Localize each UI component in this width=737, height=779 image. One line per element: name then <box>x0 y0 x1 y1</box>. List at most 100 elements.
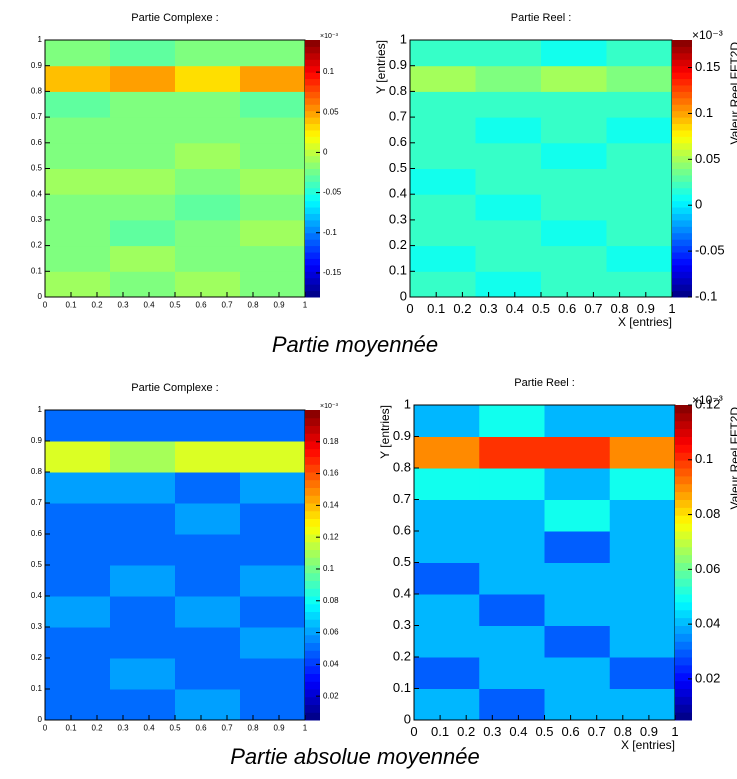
colorbar-step <box>672 232 692 240</box>
y-tick-label: 0.2 <box>393 648 411 663</box>
colorbar-multiplier: ×10⁻³ <box>692 28 723 42</box>
heatmap-cell <box>240 117 306 144</box>
heatmap-cell <box>45 91 111 118</box>
colorbar-step <box>305 627 320 636</box>
heatmap-cell <box>45 219 111 247</box>
colorbar-step <box>672 277 692 285</box>
colorbar-step <box>675 617 692 626</box>
colorbar-tick-label: 0.16 <box>323 469 339 478</box>
colorbar-step <box>305 472 320 481</box>
colorbar-step <box>305 572 320 581</box>
colorbar-step <box>305 52 320 60</box>
heatmap-cell <box>479 657 545 689</box>
heatmap-cell <box>110 219 176 247</box>
heatmap-cell <box>240 168 306 195</box>
colorbar-step <box>675 428 692 437</box>
heatmap-cell <box>606 65 673 92</box>
heatmap-cell <box>410 194 476 221</box>
heatmap-cell <box>240 596 306 628</box>
colorbar-step <box>675 554 692 563</box>
colorbar-step <box>305 252 320 259</box>
heatmap-cell <box>240 40 306 67</box>
colorbar-step <box>305 495 320 504</box>
x-tick-label: 0.7 <box>221 724 233 733</box>
colorbar-step <box>305 72 320 80</box>
heatmap-cell <box>410 65 476 92</box>
heatmap-cell <box>541 194 607 221</box>
heatmap-cell <box>175 503 241 535</box>
colorbar-step <box>672 264 692 272</box>
chart-title: Partie Complexe : <box>131 12 218 24</box>
heatmap-cell <box>45 534 111 566</box>
colorbar-step <box>305 448 320 457</box>
colorbar-step <box>675 420 692 430</box>
colorbar-step <box>672 168 692 176</box>
y-tick-label: 0.9 <box>31 61 43 70</box>
colorbar-step <box>675 405 692 414</box>
heatmap-cell <box>110 627 176 659</box>
y-tick-label: 0.8 <box>31 87 43 96</box>
x-tick-label: 0 <box>406 301 413 316</box>
colorbar-step <box>672 149 692 157</box>
x-tick-label: 0.5 <box>535 724 553 739</box>
heatmap-cell <box>414 625 480 658</box>
colorbar-step <box>675 483 692 493</box>
colorbar-step <box>672 91 692 99</box>
colorbar-tick-label: 0.12 <box>695 396 720 411</box>
y-tick-label: 0 <box>38 292 43 301</box>
colorbar-step <box>305 549 320 558</box>
colorbar-tick-label: 0.15 <box>695 59 720 74</box>
y-tick-label: 0.8 <box>393 459 411 474</box>
heatmap-cell <box>609 625 676 658</box>
x-tick-label: 0 <box>410 724 417 739</box>
colorbar-step <box>305 479 320 488</box>
colorbar-step <box>305 619 320 628</box>
y-tick-label: 0.3 <box>393 617 411 632</box>
heatmap-cell <box>475 142 542 169</box>
heatmap-cell <box>240 565 306 597</box>
colorbar-step <box>675 664 692 674</box>
colorbar-step <box>675 491 692 500</box>
heatmap-cell <box>479 436 545 469</box>
heatmap-cell <box>606 194 673 221</box>
x-tick-label: 0.5 <box>169 724 181 733</box>
colorbar-multiplier: ×10⁻³ <box>320 33 339 40</box>
colorbar-step <box>305 245 320 253</box>
colorbar-step <box>305 78 320 86</box>
heatmap-cell <box>45 271 111 298</box>
colorbar-step <box>305 425 320 434</box>
y-tick-label: 0.5 <box>31 560 43 569</box>
heatmap-cell <box>175 194 241 221</box>
heatmap-cell <box>45 472 111 504</box>
y-axis-title: Y [entries] <box>378 405 392 459</box>
colorbar-step <box>305 284 320 292</box>
y-tick-label: 0 <box>38 715 43 724</box>
colorbar-step <box>305 123 320 131</box>
heatmap-cell <box>414 499 480 532</box>
x-tick-label: 1 <box>671 724 678 739</box>
heatmap-cell <box>414 562 480 595</box>
heatmap-cell <box>606 142 673 169</box>
x-tick-label: 0.6 <box>195 301 207 310</box>
colorbar-step <box>305 213 320 221</box>
colorbar-step <box>675 546 692 556</box>
colorbar-step <box>305 149 320 157</box>
heatmap-cell <box>479 531 545 563</box>
y-tick-label: 1 <box>404 396 411 411</box>
heatmap-cell <box>175 410 241 442</box>
colorbar-step <box>305 239 320 247</box>
x-tick-label: 0.2 <box>457 724 475 739</box>
heatmap-cell <box>110 194 176 221</box>
x-tick-label: 0 <box>43 301 48 310</box>
y-tick-label: 0.7 <box>31 498 43 507</box>
heatmap-cell <box>110 441 176 473</box>
colorbar-step <box>305 155 320 163</box>
colorbar-tick-label: 0.04 <box>695 616 720 631</box>
heatmap-cell <box>410 40 476 67</box>
colorbar-step <box>672 110 692 118</box>
x-tick-label: 0.1 <box>431 724 449 739</box>
caption: Partie moyennée <box>272 332 438 357</box>
x-tick-label: 0.6 <box>195 724 207 733</box>
colorbar-multiplier: ×10⁻³ <box>692 393 723 407</box>
heatmap-cell <box>175 65 241 92</box>
